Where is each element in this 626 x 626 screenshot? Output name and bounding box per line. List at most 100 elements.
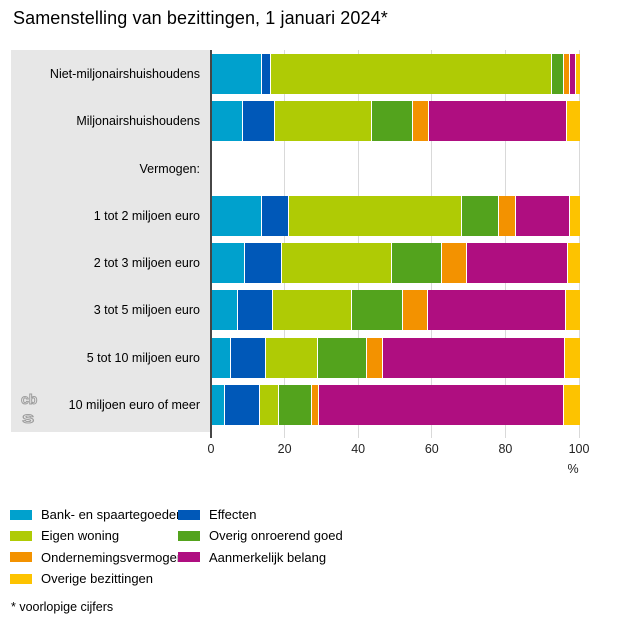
bar-segment[interactable]: [231, 337, 267, 378]
bar-segment[interactable]: [238, 290, 274, 331]
bar-segment[interactable]: [565, 290, 580, 331]
stacked-bar: [212, 101, 580, 142]
bar-segment[interactable]: [552, 54, 564, 94]
chart-row: 10 miljoen euro of meer: [11, 384, 580, 425]
bars-rows: Niet-miljonairshuishoudens Miljonairshuis…: [11, 50, 580, 432]
legend-label: Eigen woning: [41, 528, 120, 544]
bar-segment[interactable]: [245, 243, 282, 283]
bar-segment[interactable]: [515, 195, 571, 236]
bar-segment[interactable]: [413, 101, 429, 142]
bar-segment[interactable]: [566, 101, 580, 142]
legend-label: Overige bezittingen: [41, 571, 154, 587]
x-tick-label: 20: [277, 442, 292, 456]
bar-segment[interactable]: [318, 384, 564, 425]
bar-segment[interactable]: [402, 290, 428, 331]
bar-segment[interactable]: [212, 290, 239, 331]
chart-area: Niet-miljonairshuishoudens Miljonairshuis…: [11, 50, 589, 476]
bar-segment[interactable]: [312, 384, 319, 425]
category-label: 3 tot 5 miljoen euro: [93, 303, 200, 318]
chart-row: 3 tot 5 miljoen euro: [11, 290, 580, 331]
bar-segment[interactable]: [565, 337, 580, 378]
x-axis-unit-label: %: [567, 462, 579, 476]
category-label: 10 miljoen euro of meer: [68, 397, 200, 412]
x-tick-label: 40: [351, 442, 366, 456]
legend-swatch-icon: [10, 509, 32, 520]
bar-segment[interactable]: [260, 384, 279, 425]
bar-segment[interactable]: [428, 101, 567, 142]
legend-item[interactable]: Bank- en spaartegoeden: [10, 504, 183, 525]
legend-swatch-icon: [10, 530, 32, 541]
legend-item[interactable]: Eigen woning: [10, 525, 178, 546]
stacked-bar: [212, 290, 580, 331]
bar-segment[interactable]: [212, 101, 243, 142]
stacked-bar: [212, 195, 580, 236]
bar-segment[interactable]: [391, 243, 442, 283]
bar-segment[interactable]: [212, 243, 246, 283]
bar-segment[interactable]: [281, 243, 392, 283]
x-tick-label: 60: [424, 442, 439, 456]
category-label: 5 tot 10 miljoen euro: [86, 350, 200, 365]
x-tick-label: 80: [498, 442, 513, 456]
legend-item[interactable]: Overige bezittingen: [10, 568, 178, 589]
bar-segment[interactable]: [366, 337, 383, 378]
stacked-bar: [212, 243, 580, 283]
x-tick-label: 100: [568, 442, 590, 456]
bar-segment[interactable]: [498, 195, 516, 236]
bar-segment[interactable]: [441, 243, 467, 283]
bar-segment[interactable]: [225, 384, 261, 425]
chart-row: Niet-miljonairshuishoudens: [11, 54, 580, 94]
legend-swatch-icon: [178, 509, 200, 520]
x-tick-label: 0: [207, 442, 215, 456]
legend-label: Ondernemingsvermogen: [41, 549, 185, 565]
bar-segment[interactable]: [242, 101, 275, 142]
svg-text:cb: cb: [21, 391, 37, 407]
legend-swatch-icon: [178, 552, 200, 563]
bar-segment[interactable]: [317, 337, 367, 378]
category-label: Niet-miljonairshuishoudens: [49, 67, 200, 81]
chart-row: Vermogen:: [11, 149, 580, 189]
legend-item[interactable]: Overig onroerend goed: [178, 525, 343, 546]
bar-segment[interactable]: [461, 195, 499, 236]
legend-swatch-icon: [10, 573, 32, 584]
legend-swatch-icon: [178, 530, 200, 541]
legend-column: Effecten Overig onroerend goed Aanmerkelij…: [178, 504, 343, 589]
bar-segment[interactable]: [288, 195, 462, 236]
bar-segment[interactable]: [563, 54, 571, 94]
legend-item[interactable]: Effecten: [178, 504, 343, 525]
bar-segment[interactable]: [351, 290, 403, 331]
bar-segment[interactable]: [262, 54, 271, 94]
legend-item[interactable]: Aanmerkelijk belang: [178, 547, 343, 568]
bar-segment[interactable]: [382, 337, 566, 378]
legend: Bank- en spaartegoeden Eigen woning Ondern…: [10, 504, 343, 589]
chart-row: 1 tot 2 miljoen euro: [11, 195, 580, 236]
legend-label: Bank- en spaartegoeden: [41, 507, 184, 523]
bar-segment[interactable]: [371, 101, 414, 142]
bar-segment[interactable]: [262, 195, 289, 236]
bar-segment[interactable]: [427, 290, 566, 331]
bar-segment[interactable]: [212, 384, 226, 425]
bar-segment[interactable]: [274, 101, 372, 142]
bar-segment[interactable]: [466, 243, 569, 283]
y-axis-line: [210, 50, 212, 438]
category-panel: [11, 50, 210, 432]
bar-segment[interactable]: [568, 243, 580, 283]
bar-segment[interactable]: [575, 54, 580, 94]
bar-segment[interactable]: [570, 195, 580, 236]
bar-segment[interactable]: [266, 337, 318, 378]
bar-segment[interactable]: [212, 337, 232, 378]
bar-segment[interactable]: [570, 54, 576, 94]
bar-segment[interactable]: [278, 384, 313, 425]
stacked-bar: [212, 384, 580, 425]
bar-segment[interactable]: [563, 384, 580, 425]
legend-item[interactable]: Ondernemingsvermogen: [10, 547, 184, 568]
stacked-bar: [212, 149, 580, 189]
category-label: Miljonairshuishoudens: [76, 114, 200, 129]
category-label: 1 tot 2 miljoen euro: [93, 208, 200, 223]
stacked-bar: [212, 54, 580, 94]
bar-segment[interactable]: [270, 54, 553, 94]
bar-segment[interactable]: [273, 290, 352, 331]
bar-segment[interactable]: [212, 54, 263, 94]
bar-segment[interactable]: [212, 195, 263, 236]
legend-column: Bank- en spaartegoeden Eigen woning Ondern…: [10, 504, 184, 589]
page-title: Samenstelling van bezittingen, 1 januari…: [13, 8, 388, 28]
